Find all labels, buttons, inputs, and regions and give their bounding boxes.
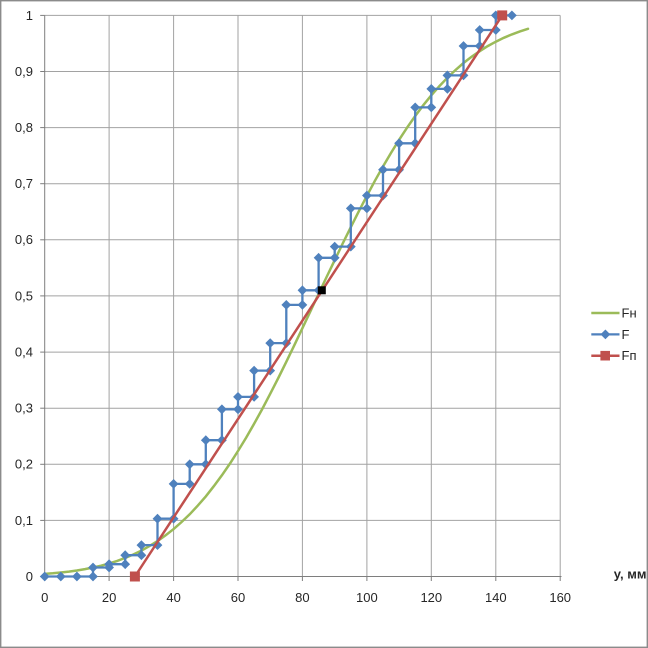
svg-text:120: 120: [420, 590, 442, 605]
svg-text:0,3: 0,3: [15, 401, 33, 416]
svg-text:20: 20: [102, 590, 116, 605]
svg-text:100: 100: [356, 590, 378, 605]
svg-text:0,2: 0,2: [15, 457, 33, 472]
svg-text:Fн: Fн: [622, 305, 637, 320]
svg-text:40: 40: [166, 590, 180, 605]
svg-text:160: 160: [549, 590, 571, 605]
svg-text:0: 0: [41, 590, 48, 605]
svg-text:y, мм: y, мм: [614, 567, 647, 582]
svg-text:1: 1: [26, 8, 33, 23]
svg-text:Fп: Fп: [622, 348, 637, 363]
svg-text:0,7: 0,7: [15, 176, 33, 191]
svg-text:0,9: 0,9: [15, 64, 33, 79]
svg-text:F: F: [622, 327, 630, 342]
svg-text:60: 60: [231, 590, 245, 605]
svg-text:0,6: 0,6: [15, 232, 33, 247]
svg-text:0,5: 0,5: [15, 288, 33, 303]
svg-text:0,1: 0,1: [15, 513, 33, 528]
svg-text:0: 0: [26, 569, 33, 584]
svg-text:140: 140: [485, 590, 507, 605]
svg-text:80: 80: [295, 590, 309, 605]
svg-text:0,8: 0,8: [15, 120, 33, 135]
svg-text:0,4: 0,4: [15, 345, 33, 360]
